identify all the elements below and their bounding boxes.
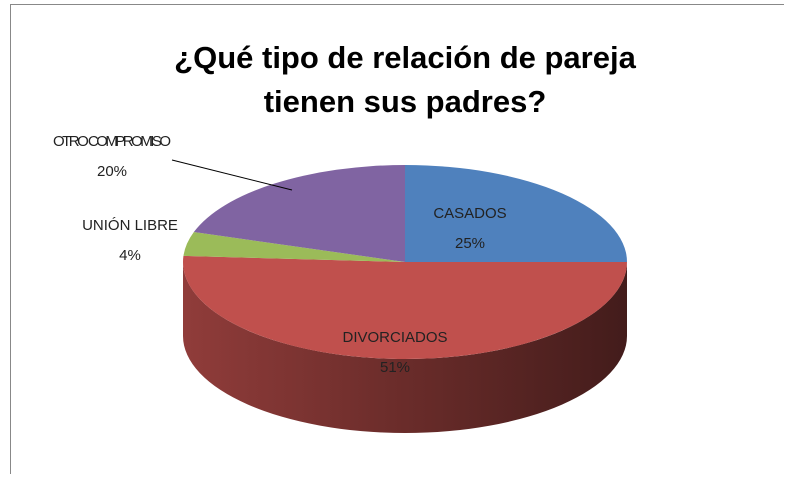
slice-label: DIVORCIADOS	[342, 329, 447, 346]
slice	[405, 165, 627, 262]
slice-value-label: 25%	[455, 235, 485, 252]
slice-value-label: 4%	[119, 247, 141, 264]
slice-label: OTRO COMPROMISO	[53, 133, 171, 150]
slice	[193, 165, 405, 262]
slice-label: UNIÓN LIBRE	[82, 217, 178, 234]
leader-line	[171, 159, 293, 191]
slice	[183, 232, 405, 262]
slice	[183, 255, 627, 359]
slice-side	[183, 262, 627, 433]
slice-value-label: 51%	[380, 359, 410, 376]
slice-value-label: 20%	[97, 163, 127, 180]
chart-frame	[10, 4, 784, 474]
chart-title: ¿Qué tipo de relación de pareja tienen s…	[174, 40, 636, 119]
slice-label: CASADOS	[433, 205, 506, 222]
